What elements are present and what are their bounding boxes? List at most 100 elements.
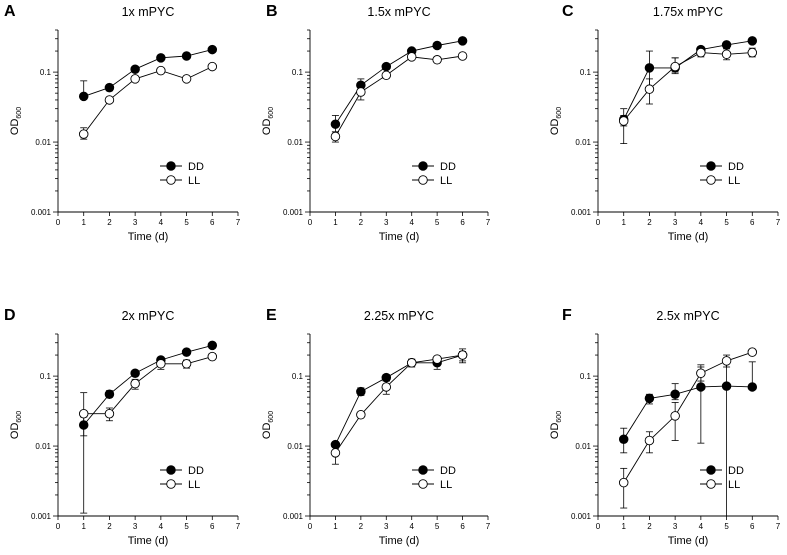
- y-tick-label: 0.01: [35, 442, 51, 451]
- series-line-ll: [335, 55, 463, 137]
- data-point-ll: [330, 131, 341, 142]
- data-point-ll: [381, 70, 392, 81]
- x-axis-title: Time (d): [668, 535, 709, 547]
- panel-title: 2.25x mPYC: [364, 309, 434, 323]
- legend-label-ll: LL: [440, 175, 452, 187]
- data-point-dd: [130, 64, 140, 74]
- data-point-dd: [747, 36, 758, 46]
- data-point-dd: [156, 53, 166, 63]
- series-line-ll: [623, 52, 753, 122]
- legend-marker-dd: [166, 465, 176, 475]
- x-tick-label: 3: [673, 218, 678, 227]
- data-point-dd: [457, 36, 468, 46]
- panel-e: E 2.25x mPYC 0 1 2 3 4 5 6 7 0.001 0.01 0.1 Time (d) O…: [261, 307, 491, 547]
- x-tick-label: 4: [409, 218, 414, 227]
- legend-label-ll: LL: [440, 479, 452, 491]
- series-line-ll: [623, 351, 753, 483]
- data-point-ll: [356, 87, 366, 97]
- data-point-ll: [330, 448, 341, 458]
- data-point-dd: [381, 61, 392, 72]
- x-tick-label: 0: [596, 218, 601, 227]
- x-tick-label: 2: [647, 218, 652, 227]
- data-point-ll: [432, 55, 442, 65]
- panel-d: D 2x mPYC 0 1 2 3 4 5 6 7 0.001 0.01 0.1 Time (d) OD60…: [4, 307, 241, 547]
- x-tick-label: 7: [486, 218, 491, 227]
- x-tick-label: 2: [107, 218, 112, 227]
- legend-label-dd: DD: [440, 465, 456, 477]
- x-tick-label: 5: [724, 522, 729, 531]
- y-tick-label: 0.01: [575, 138, 591, 147]
- panel-c: C 1.75x mPYC 0 1 2 3 4 5 6 7 0.001 0.01 0.1 Time (d) O…: [549, 3, 781, 243]
- data-point-dd: [644, 393, 655, 404]
- x-tick-label: 4: [159, 218, 164, 227]
- panel-b: B 1.5x mPYC 0 1 2 3 4 5 6 7 0.001 0.01 0.1 Time (d) OD…: [261, 3, 491, 243]
- legend-label-ll: LL: [188, 175, 200, 187]
- y-axis-title: OD600: [261, 107, 275, 135]
- data-point-ll: [406, 358, 417, 368]
- data-point-dd: [130, 368, 140, 378]
- x-tick-label: 4: [699, 522, 704, 531]
- series-dd: [618, 360, 758, 517]
- x-tick-label: 6: [210, 522, 215, 531]
- panel-title: 1.75x mPYC: [653, 5, 723, 19]
- data-point-ll: [130, 378, 140, 389]
- data-point-ll: [747, 347, 758, 357]
- series-line-ll: [83, 356, 213, 415]
- data-point-ll: [644, 84, 655, 94]
- x-tick-label: 2: [107, 522, 112, 531]
- data-point-dd: [721, 40, 732, 50]
- data-point-ll: [406, 52, 417, 62]
- data-point-ll: [78, 129, 89, 139]
- y-tick-label: 0.1: [40, 372, 52, 381]
- legend-label-ll: LL: [728, 479, 740, 491]
- data-point-dd: [207, 340, 218, 351]
- y-axis-title: OD600: [9, 107, 23, 135]
- x-tick-label: 4: [699, 218, 704, 227]
- series-dd: [330, 350, 468, 450]
- series-line-dd: [623, 40, 753, 120]
- x-tick-label: 0: [308, 218, 313, 227]
- legend-marker-ll: [418, 175, 428, 185]
- x-tick-label: 6: [460, 218, 465, 227]
- y-tick-label: 0.001: [31, 208, 52, 217]
- series-line-dd: [83, 49, 213, 97]
- x-tick-label: 3: [384, 218, 389, 227]
- legend: DD LL: [412, 161, 456, 187]
- x-tick-label: 3: [133, 218, 138, 227]
- series-dd: [330, 36, 468, 133]
- x-tick-label: 1: [333, 218, 338, 227]
- data-point-ll: [747, 47, 758, 58]
- x-tick-label: 6: [750, 522, 755, 531]
- x-axis-title: Time (d): [128, 231, 169, 243]
- x-tick-label: 7: [236, 522, 241, 531]
- x-tick-label: 3: [384, 522, 389, 531]
- x-tick-label: 6: [210, 218, 215, 227]
- panel-a: A 1x mPYC 0 1 2 3 4 5 6 7 0.001 0.01 0.1 Time (d) OD60…: [4, 3, 241, 243]
- legend-marker-dd: [418, 465, 428, 475]
- data-point-dd: [181, 51, 192, 61]
- data-point-dd: [747, 382, 758, 392]
- x-tick-label: 2: [359, 522, 364, 531]
- legend-marker-ll: [418, 479, 428, 489]
- x-tick-label: 5: [724, 218, 729, 227]
- x-tick-label: 1: [333, 522, 338, 531]
- panel-title: 1.5x mPYC: [367, 5, 430, 19]
- x-tick-label: 1: [81, 218, 86, 227]
- legend-label-dd: DD: [728, 161, 744, 173]
- x-tick-label: 0: [56, 218, 61, 227]
- x-tick-label: 0: [56, 522, 61, 531]
- data-point-ll: [644, 435, 655, 446]
- series-ll: [78, 351, 218, 437]
- data-point-ll: [457, 51, 468, 61]
- legend-label-ll: LL: [728, 175, 740, 187]
- y-axis-title: OD600: [9, 411, 23, 439]
- y-tick-label: 0.01: [287, 138, 303, 147]
- series-line-ll: [83, 66, 213, 135]
- series-ll: [78, 61, 218, 140]
- legend-marker-ll: [166, 175, 176, 185]
- x-tick-label: 4: [159, 522, 164, 531]
- x-tick-label: 3: [673, 522, 678, 531]
- series-ll: [618, 47, 758, 127]
- data-point-ll: [181, 359, 192, 369]
